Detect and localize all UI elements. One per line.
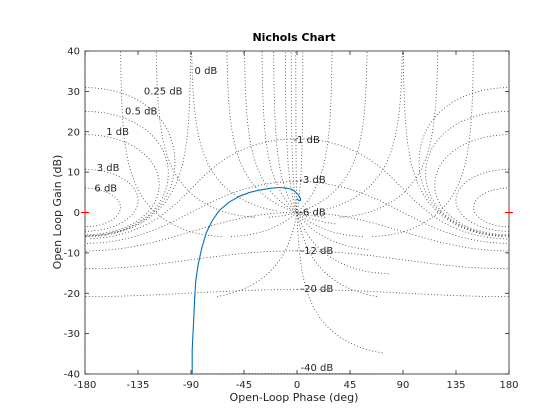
grid-label: 3 dB bbox=[97, 163, 120, 174]
grid-m-curve bbox=[85, 187, 509, 228]
grid-n-curve bbox=[191, 51, 277, 212]
grid-n-curve bbox=[284, 51, 389, 275]
grid-n-curve bbox=[155, 51, 255, 218]
grid-label: -40 dB bbox=[301, 363, 334, 374]
critical-point-markers bbox=[81, 208, 513, 217]
x-axis-label: Open-Loop Phase (deg) bbox=[230, 391, 359, 404]
y-tick-label: -10 bbox=[64, 248, 80, 259]
response-curve bbox=[191, 186, 302, 374]
grid-m-curve bbox=[84, 111, 510, 237]
x-tick-label: 0 bbox=[294, 380, 300, 391]
nichols-grid: 0 dB 0.25 dB 0.5 dB 1 dB -1 dB 3 dB 6 dB -3 dB -… bbox=[84, 51, 510, 375]
x-tick-label: -135 bbox=[127, 380, 150, 391]
axis-ticks: -180 -135 -90 -45 0 45 90 135 180 -40 -30 -20 -10 0 10… bbox=[64, 47, 519, 392]
grid-label: -12 dB bbox=[301, 246, 334, 257]
grid-m-curve bbox=[84, 52, 503, 238]
grid-n-curve bbox=[317, 51, 403, 212]
y-tick-label: 20 bbox=[67, 127, 80, 138]
grid-label: 0.5 dB bbox=[125, 107, 157, 118]
x-tick-label: 135 bbox=[446, 380, 465, 391]
grid-label: -1 dB bbox=[293, 135, 319, 146]
x-tick-label: -180 bbox=[74, 380, 97, 391]
grid-label: -20 dB bbox=[301, 284, 334, 295]
chart-title: Nichols Chart bbox=[252, 31, 335, 44]
grid-label: -6 dB bbox=[299, 208, 325, 219]
grid-m-curve bbox=[85, 250, 509, 270]
grid-n-curve bbox=[273, 51, 369, 250]
y-tick-label: 10 bbox=[67, 168, 80, 179]
y-axis-label: Open Loop Gain (dB) bbox=[51, 155, 64, 270]
y-tick-label: -30 bbox=[64, 329, 80, 340]
grid-m-curve bbox=[84, 134, 510, 236]
grid-label: 0.25 dB bbox=[144, 86, 183, 97]
x-tick-label: 180 bbox=[499, 380, 518, 391]
x-tick-label: -90 bbox=[183, 380, 199, 391]
grid-n-curve bbox=[268, 51, 368, 218]
grid-n-curve bbox=[226, 51, 326, 218]
x-tick-label: 90 bbox=[397, 380, 410, 391]
grid-m-curve bbox=[86, 181, 509, 244]
grid-label: 6 dB bbox=[94, 183, 117, 194]
y-tick-label: -40 bbox=[64, 370, 80, 381]
y-tick-label: 30 bbox=[67, 87, 80, 98]
grid-label: 0 dB bbox=[195, 66, 218, 77]
grid-label: -3 dB bbox=[299, 175, 325, 186]
y-tick-label: 40 bbox=[67, 47, 80, 58]
x-tick-label: 45 bbox=[344, 380, 357, 391]
response-curves bbox=[191, 186, 302, 374]
x-tick-label: -45 bbox=[236, 380, 252, 391]
grid-n-curve bbox=[339, 51, 439, 218]
grid-m-curve bbox=[85, 289, 509, 297]
grid-label: 1 dB bbox=[106, 127, 129, 138]
y-tick-label: -20 bbox=[64, 289, 80, 300]
y-tick-label: 0 bbox=[74, 208, 80, 219]
